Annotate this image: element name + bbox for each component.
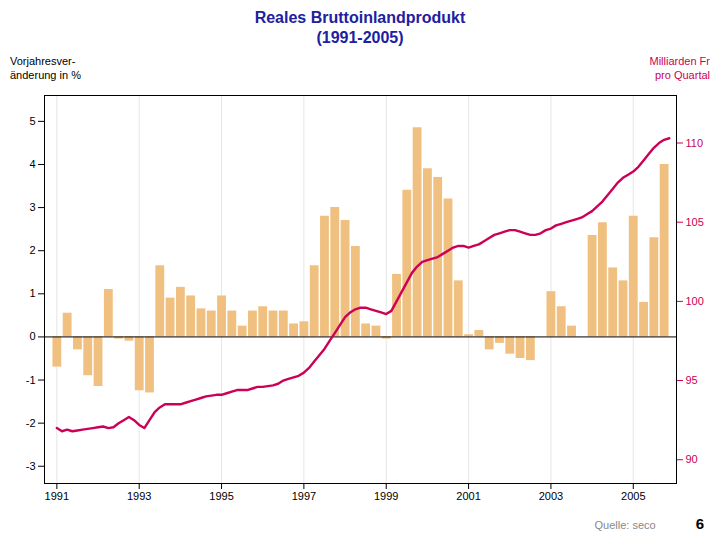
svg-text:1993: 1993 bbox=[127, 490, 151, 502]
svg-text:2: 2 bbox=[29, 244, 35, 256]
svg-text:2003: 2003 bbox=[539, 490, 563, 502]
svg-text:4: 4 bbox=[29, 158, 35, 170]
html-text:Milliarden Fr pro Quartal: Milliarden Fr pro Quartal bbox=[649, 55, 710, 82]
svg-text:1999: 1999 bbox=[374, 490, 398, 502]
svg-text:105: 105 bbox=[686, 215, 704, 227]
svg-text:1995: 1995 bbox=[209, 490, 233, 502]
svg-text:1997: 1997 bbox=[292, 490, 316, 502]
html-text:(1991-2005): (1991-2005) bbox=[316, 29, 404, 46]
svg-text:0: 0 bbox=[29, 330, 35, 342]
svg-text:3: 3 bbox=[29, 201, 35, 213]
svg-text:-2: -2 bbox=[26, 416, 36, 428]
html-text:6: 6 bbox=[695, 514, 704, 532]
svg-text:-3: -3 bbox=[26, 459, 36, 471]
svg-text:1991: 1991 bbox=[45, 490, 69, 502]
svg-text:2005: 2005 bbox=[621, 490, 645, 502]
svg-text:100: 100 bbox=[686, 294, 704, 306]
svg-text:5: 5 bbox=[29, 114, 35, 126]
svg-text:2001: 2001 bbox=[456, 490, 480, 502]
svg-text:1: 1 bbox=[29, 287, 35, 299]
svg-text:90: 90 bbox=[686, 453, 698, 465]
svg-text:110: 110 bbox=[686, 136, 704, 148]
html-text:Reales Bruttoinlandprodukt: Reales Bruttoinlandprodukt bbox=[254, 9, 466, 26]
svg-text:-1: -1 bbox=[26, 373, 36, 385]
html-text:Quelle: seco: Quelle: seco bbox=[594, 518, 656, 531]
svg-text:95: 95 bbox=[686, 374, 698, 386]
html-text:Vorjahresver- änderung in %: Vorjahresver- änderung in % bbox=[10, 55, 81, 82]
